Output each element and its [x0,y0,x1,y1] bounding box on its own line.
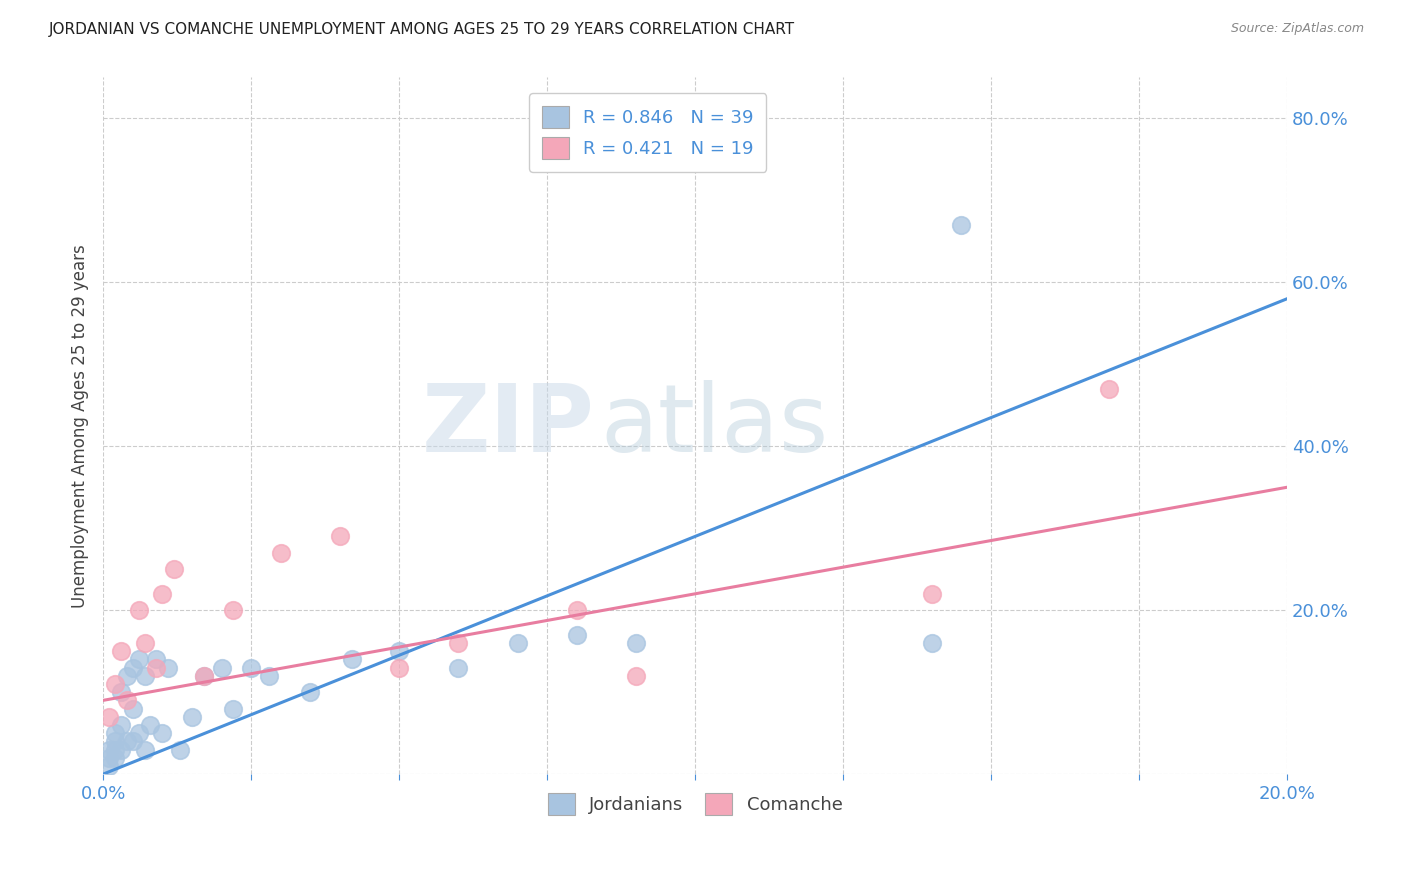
Point [565,603,588,617]
Point [104,750,127,764]
Text: JORDANIAN VS COMANCHE UNEMPLOYMENT AMONG AGES 25 TO 29 YEARS CORRELATION CHART: JORDANIAN VS COMANCHE UNEMPLOYMENT AMONG… [49,22,796,37]
Point [145,652,167,666]
Point [110,644,132,658]
Point [128,652,150,666]
Point [181,710,204,724]
Point [104,742,127,756]
Point [134,669,156,683]
Point [211,660,233,674]
Point [110,685,132,699]
Point [104,726,127,740]
Point [110,742,132,756]
Point [115,734,138,748]
Point [240,660,263,674]
Point [1098,382,1121,396]
Point [150,587,173,601]
Point [222,603,245,617]
Point [139,718,162,732]
Point [447,636,470,650]
Point [299,685,322,699]
Point [98,759,121,773]
Point [157,660,180,674]
Point [115,693,138,707]
Point [134,742,156,756]
Point [388,644,411,658]
Point [121,734,143,748]
Point [145,660,167,674]
Point [329,529,352,543]
Point [104,734,127,748]
Point [104,677,127,691]
Text: atlas: atlas [600,380,828,472]
Y-axis label: Unemployment Among Ages 25 to 29 years: Unemployment Among Ages 25 to 29 years [72,244,89,607]
Point [98,742,121,756]
Point [447,660,470,674]
Point [163,562,186,576]
Point [340,652,363,666]
Point [388,660,411,674]
Text: ZIP: ZIP [422,380,595,472]
Point [169,742,191,756]
Point [921,587,943,601]
Point [150,726,173,740]
Point [121,701,143,715]
Point [624,669,647,683]
Point [121,660,143,674]
Point [222,701,245,715]
Point [110,718,132,732]
Point [506,636,529,650]
Point [270,546,292,560]
Legend: Jordanians, Comanche: Jordanians, Comanche [538,784,852,824]
Point [921,636,943,650]
Point [98,750,121,764]
Point [565,628,588,642]
Point [134,636,156,650]
Point [193,669,215,683]
Text: Source: ZipAtlas.com: Source: ZipAtlas.com [1230,22,1364,36]
Point [257,669,280,683]
Point [98,710,121,724]
Point [950,218,973,232]
Point [128,603,150,617]
Point [193,669,215,683]
Point [624,636,647,650]
Point [128,726,150,740]
Point [115,669,138,683]
